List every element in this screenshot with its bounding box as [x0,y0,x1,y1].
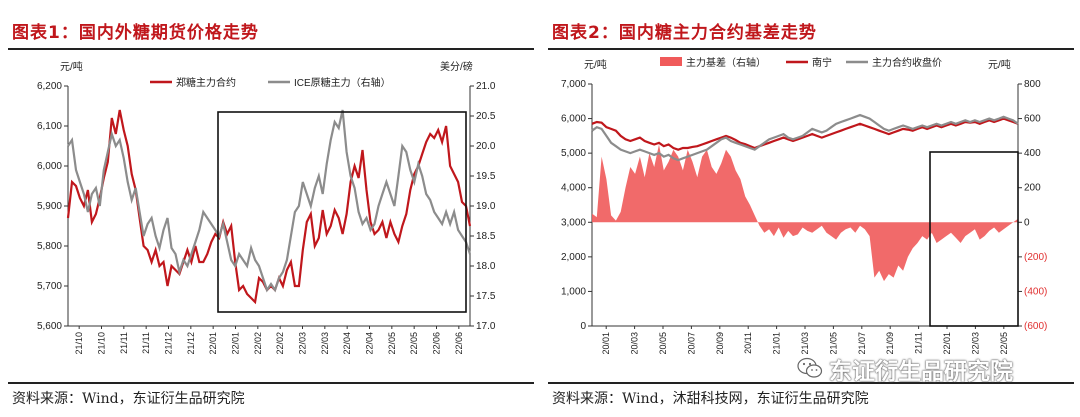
x-tick-label: 22/01 [942,332,952,355]
series-line-1 [67,109,472,293]
y-tick-label: 5,900 [37,201,62,212]
y2-tick-label: 20.0 [476,141,496,152]
y-tick-label: 5,700 [37,281,62,292]
x-tick-label: 21/11 [119,332,129,354]
x-tick-label: 22/01 [208,332,218,355]
x-tick-label: 21/09 [885,332,895,355]
y2-tick-label: 17.0 [476,321,496,332]
y2-tick-label: 21.0 [476,81,496,92]
y2-tick-label: 600 [1024,114,1041,125]
x-tick-label: 20/11 [743,332,753,354]
y-tick-label: 6,000 [561,114,586,125]
legend-label: 主力基差（右轴） [686,56,766,69]
series-line-1 [591,117,1019,151]
x-tick-label: 21/12 [164,332,174,355]
y-tick-label: 5,600 [37,321,62,332]
chart-1-svg: 元/吨 美分/磅 5,600 5,700 5,800 5,900 6,000 6,100 6,2… [37,60,496,355]
x-tick-label: 22/06 [432,332,442,355]
x-tick-label: 22/01 [231,332,241,355]
y2-tick-label: 200 [1024,183,1041,194]
source-note: 资料来源：Wind，沐甜科技网，东证衍生品研究院 [552,391,869,407]
y2-tick-label: 17.5 [476,291,496,302]
y2-tick-label: 18.0 [476,261,496,272]
x-tick-label: 21/12 [186,332,196,355]
y-tick-label: 5,000 [561,148,586,159]
x-tick-label: 20/09 [715,332,725,355]
x-tick-label: 22/05 [999,332,1009,355]
y2-tick-label: (400) [1024,286,1047,297]
legend-label: ICE原糖主力（右轴） [294,76,391,89]
x-tick-label: 22/05 [387,332,397,355]
y-axis-unit-right: 元/吨 [988,58,1011,71]
x-tick-label: 22/03 [970,332,980,355]
y-tick-label: 6,100 [37,121,62,132]
y2-tick-label: (200) [1024,252,1047,263]
x-tick-label: 21/07 [857,332,867,355]
series-line-2 [591,113,1019,162]
y2-tick-label: 400 [1024,148,1041,159]
x-tick-label: 22/05 [409,332,419,355]
x-tick-label: 21/11 [141,332,151,354]
source-note: 资料来源：Wind，东证衍生品研究院 [12,391,245,407]
y2-tick-label: 19.0 [476,201,496,212]
source-divider [548,382,1074,384]
title-divider [8,48,534,50]
figure-title: 图表2：国内糖主力合约基差走势 [552,23,817,43]
y-tick-label: 6,000 [37,161,62,172]
y-tick-label: 3,000 [561,217,586,228]
x-tick-label: 22/04 [365,332,375,355]
y-tick-label: 2,000 [561,252,586,263]
x-tick-label: 22/03 [320,332,330,355]
highlight-box [929,151,1019,327]
title-divider [548,48,1074,50]
x-tick-label: 21/01 [772,332,782,355]
x-tick-label: 22/06 [454,332,464,355]
series-area-basis [592,144,1018,282]
y-tick-label: 1,000 [561,286,586,297]
x-tick-label: 20/03 [630,332,640,355]
source-divider [8,382,534,384]
x-tick-label: 22/03 [298,332,308,355]
y-tick-label: 6,200 [37,81,62,92]
y-axis-unit-right: 美分/磅 [440,60,473,73]
x-tick-label: 20/07 [686,332,696,355]
legend-label: 郑糖主力合约 [176,76,236,89]
chart-panel-2: 图表2：国内糖主力合约基差走势 元/吨 元/吨 0 1,000 2,000 3,000 4,… [540,0,1080,417]
legend-label: 主力合约收盘价 [872,56,942,69]
y2-tick-label: 18.5 [476,231,496,242]
x-tick-label: 21/05 [828,332,838,355]
x-tick-label: 21/10 [97,332,107,355]
y-tick-label: 7,000 [561,79,586,90]
chart-2-svg: 元/吨 元/吨 0 1,000 2,000 3,000 4,000 5,000 6,000 7,0… [561,56,1047,355]
y-tick-label: 4,000 [561,183,586,194]
y2-tick-label: 20.5 [476,111,496,122]
y-axis-unit-left: 元/吨 [60,60,83,73]
x-tick-label: 20/05 [658,332,668,355]
y2-tick-label: 800 [1024,79,1041,90]
watermark-text: 东证衍生品研究院 [829,359,1013,385]
wechat-icon [797,357,823,378]
y2-tick-label: 19.5 [476,171,496,182]
y-tick-label: 0 [580,321,586,332]
series-line-0 [66,109,472,305]
highlight-box [217,111,467,313]
figure-title: 图表1：国内外糖期货价格走势 [12,23,259,43]
x-tick-label: 21/10 [74,332,84,355]
x-tick-label: 22/04 [342,332,352,355]
y2-tick-label: 0 [1024,217,1030,228]
x-tick-label: 20/01 [601,332,611,355]
y-tick-label: 5,800 [37,241,62,252]
legend-swatch [660,57,682,66]
chart-panel-1: 图表1：国内外糖期货价格走势 元/吨 美分/磅 5,600 5,700 5,800 5,9… [8,23,534,407]
x-tick-label: 21/11 [914,332,924,354]
x-tick-label: 21/03 [800,332,810,355]
x-tick-label: 22/02 [253,332,263,355]
y2-tick-label: (600) [1024,321,1047,332]
y-axis-unit-left: 元/吨 [584,58,607,71]
legend-label: 南宁 [812,56,832,69]
x-tick-label: 22/02 [275,332,285,355]
watermark: 东证衍生品研究院 [797,352,1057,386]
